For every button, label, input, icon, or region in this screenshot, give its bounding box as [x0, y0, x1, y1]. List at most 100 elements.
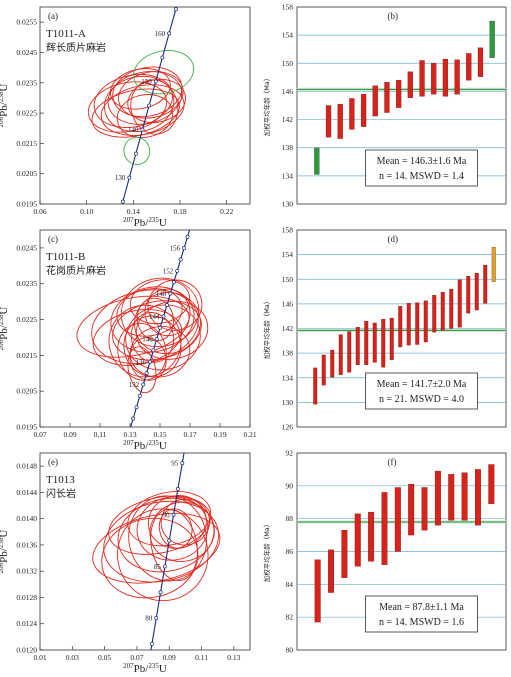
age-panel-2-age-bar [313, 367, 318, 405]
age-panel-2-age-bar [449, 288, 454, 329]
concordia-panel-2-age-label: 144 [149, 313, 160, 321]
concordia-panel-1-y-tick-label: 0.0205 [16, 169, 37, 178]
age-panel-1-y-tick-label: 130 [282, 200, 294, 209]
age-panel-3-age-bar [394, 487, 401, 552]
age-panel-1-y-tick-label: 150 [282, 59, 294, 68]
age-panel-2-age-bar [406, 303, 411, 346]
concordia-panel-2-red-ellipse [130, 312, 175, 363]
age-panel-2-age-bar [457, 279, 462, 328]
age-panel-3-age-bar [488, 464, 495, 505]
age-panel-3-mean-text: Mean = 87.8±1.1 Ma [379, 602, 464, 613]
age-panel-1-panel-letter: (b) [388, 11, 399, 21]
concordia-panel-1-red-ellipse [109, 68, 171, 110]
age-panel-3-age-bar [461, 472, 468, 521]
concordia-panel-2-red-ellipse [112, 300, 202, 361]
concordia-panel-2-red-ellipse [76, 295, 190, 358]
age-panel-3-age-bar [368, 511, 375, 562]
concordia-panel-2-age-marker [131, 416, 136, 421]
age-panel-2-age-bar [398, 306, 403, 348]
concordia-panel-3-age-label: 90 [163, 511, 171, 519]
age-panel-3-age-bar [421, 487, 428, 531]
age-panel-3-age-bar [475, 469, 481, 526]
concordia-panel-1-y-axis-label: 206Pb/238U [0, 84, 10, 128]
concordia-panel-2-x-axis-label: 207Pb/235U [123, 439, 167, 452]
age-panel-2-panel-letter: (d) [388, 234, 399, 244]
concordia-panel-1-x-tick-label: 0.14 [127, 207, 140, 216]
concordia-panel-1-x-tick-label: 0.18 [173, 207, 186, 216]
concordia-panel-3-y-tick-label: 0.0132 [16, 567, 37, 576]
concordia-panel-1-red-ellipse [87, 81, 168, 133]
concordia-panel-1-y-tick-label: 0.0195 [16, 200, 37, 209]
concordia-panel-2-y-tick-label: 0.0245 [16, 243, 37, 252]
concordia-panel-1-age-marker [160, 55, 165, 60]
age-panel-1-age-bar [477, 47, 484, 77]
age-panel-3-stats-text: n = 14. MSWD = 1.6 [379, 617, 464, 628]
age-panel-1-stats-text: n = 14. MSWD = 1.4 [379, 171, 464, 182]
concordia-panel-2-age-marker [134, 405, 139, 410]
concordia-panel-2-plot-area: 132 136 140 144 148 152 156 [76, 230, 209, 427]
age-panel-2-age-bar [330, 349, 335, 378]
concordia-panel-2-age-marker [165, 303, 169, 307]
concordia-panel-2-red-ellipse [129, 326, 191, 378]
concordia-panel-1-x-tick-label: 0.22 [220, 207, 233, 216]
concordia-panel-3-age-marker [154, 616, 159, 620]
concordia-panel-2-age-marker [158, 325, 163, 330]
concordia-panel-1-age-marker [133, 151, 138, 156]
age-panel-3-age-bar [448, 474, 455, 521]
concordia-panel-2-age-marker [141, 382, 146, 387]
concordia-panel-1-green-ellipse [123, 136, 151, 166]
age-panel-1-stats-box [365, 149, 478, 187]
concordia-panel-1-y-tick-label: 0.0235 [16, 78, 37, 87]
concordia-panel-3-y-axis-label: 206Pb/238U [0, 530, 10, 574]
concordia-panel-2-y-tick-label: 0.0225 [16, 315, 37, 324]
age-panel-3-age-bar [381, 492, 388, 565]
concordia-panel-2-sample-id: T1011-B [46, 251, 85, 263]
age-panel-2-age-bar [466, 276, 471, 314]
concordia-panel-2-red-ellipse [120, 277, 200, 348]
age-panel-1-rejected-bar [489, 20, 495, 58]
age-panel-3-y-tick-label: 82 [286, 613, 294, 622]
age-panel-2-y-tick-label: 150 [282, 275, 294, 284]
concordia-panel-3-x-tick-label: 0.05 [98, 653, 111, 662]
age-panel-3: 80 82 84 86 88 90 92 加权平均年龄（Ma） Mean = 87.8±1.1 … [262, 449, 507, 655]
age-panel-2-age-bar [432, 295, 437, 333]
concordia-panel-3-red-ellipse [158, 508, 193, 549]
age-panel-3-age-bar [434, 470, 441, 526]
concordia-panel-2-age-label: 152 [163, 267, 174, 275]
concordia-panel-2-x-tick-label: 0.09 [63, 430, 76, 439]
age-panel-3-age-bar [341, 530, 348, 578]
age-panel-2-rejected-bar [491, 247, 496, 282]
concordia-panel-3-red-ellipse [108, 495, 211, 555]
age-panel-3-stats-box [365, 595, 478, 633]
concordia-panel-2-age-marker [171, 280, 176, 285]
concordia-panel-3-y-tick-label: 0.0128 [16, 593, 37, 602]
concordia-panel-3-y-tick-label: 0.0124 [16, 619, 37, 628]
concordia-panel-2-red-ellipse [127, 346, 157, 394]
concordia-panel-1-red-ellipse [118, 71, 184, 119]
concordia-panel-1-green-ellipse [133, 50, 195, 95]
age-panel-1-rejected-bar [314, 147, 320, 175]
age-panel-2-age-bar [389, 317, 394, 361]
age-panel-1-y-tick-label: 158 [282, 3, 294, 12]
concordia-panel-3-age-marker [150, 641, 154, 646]
concordia-panel-1-age-marker [167, 31, 172, 36]
concordia-panel-1-plot-area: 130 140 150 160 [87, 7, 195, 204]
concordia-panel-3-age-marker [167, 538, 172, 543]
age-panel-2-age-bar [338, 334, 343, 375]
concordia-panel-3-x-axis-label: 207Pb/235U [123, 662, 167, 675]
concordia-panel-2-frame [39, 229, 251, 428]
concordia-panel-1-frame [39, 6, 251, 205]
age-panel-3-age-bar [328, 549, 334, 593]
concordia-panel-2-y-tick-label: 0.0235 [16, 279, 37, 288]
concordia-panel-1-red-ellipse [112, 66, 183, 118]
concordia-panel-3-age-marker [180, 461, 185, 466]
concordia-panel-3-x-tick-label: 0.07 [130, 653, 143, 662]
age-panel-2-age-bar [372, 322, 377, 363]
age-panel-2-stats-box [365, 372, 478, 410]
age-panel-2-y-tick-label: 142 [282, 324, 294, 333]
concordia-panel-3-panel-letter: (e) [48, 457, 58, 467]
age-panel-2-age-bar [440, 292, 445, 331]
concordia-panel-2-age-marker [154, 337, 159, 342]
